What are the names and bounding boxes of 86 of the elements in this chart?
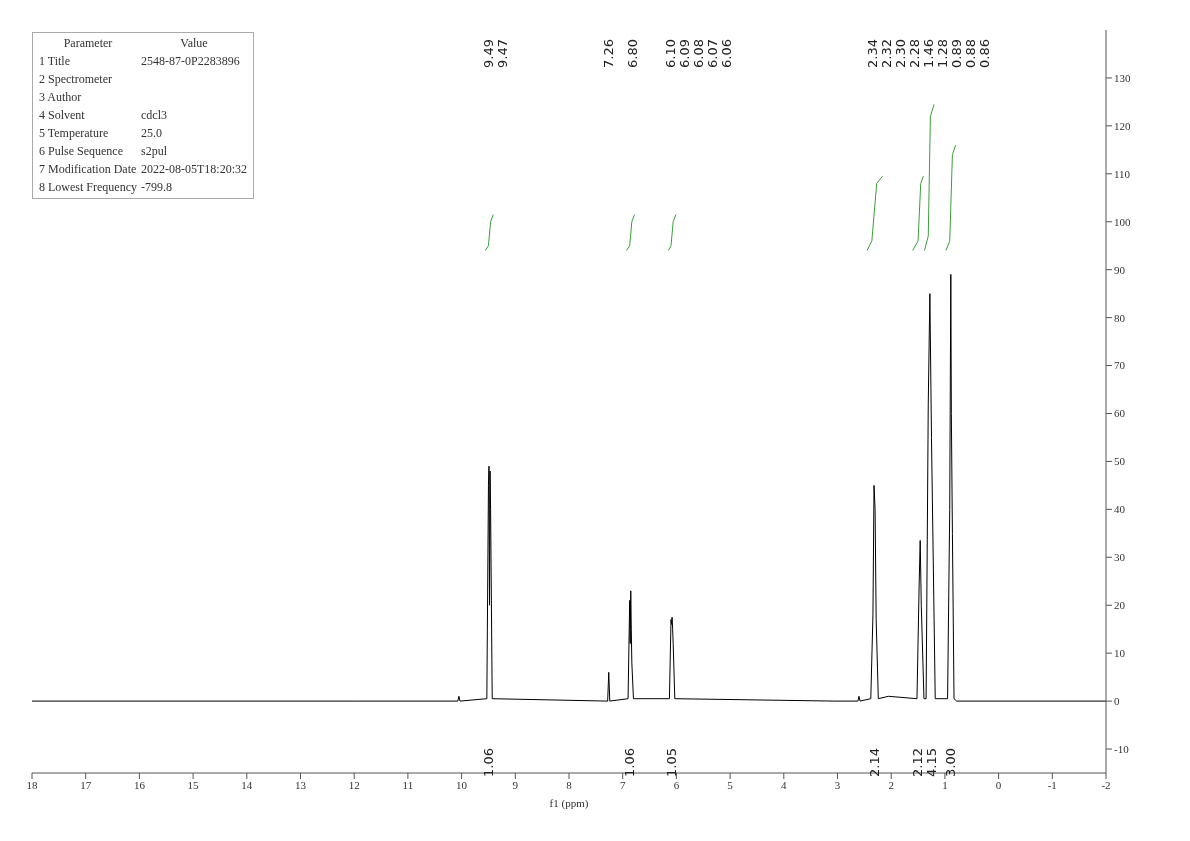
annotation: 4.15 xyxy=(924,748,940,778)
annotation: 9.49 xyxy=(480,39,496,68)
x-tick-label: 4 xyxy=(781,778,788,791)
y-tick-label: 100 xyxy=(1114,215,1131,228)
x-tick-label: 5 xyxy=(727,778,734,791)
x-tick-label: 9 xyxy=(512,778,519,791)
annotation: 4 Solvent xyxy=(39,108,86,123)
annotation: 1.46 xyxy=(920,39,936,68)
annotation: 0.89 xyxy=(948,39,964,68)
annotation: 9.47 xyxy=(494,39,510,68)
annotation: 0.86 xyxy=(976,39,992,68)
annotation: 7.26 xyxy=(600,39,616,68)
annotation: 2.28 xyxy=(906,39,922,68)
annotation: 1.06 xyxy=(481,748,497,778)
x-tick-label: 6 xyxy=(673,778,680,791)
annotation: -799.8 xyxy=(140,180,173,195)
x-tick-label: 11 xyxy=(402,778,414,791)
line-series xyxy=(32,273,1106,702)
annotation: 2.32 xyxy=(878,39,894,68)
annotation: s2pul xyxy=(140,144,168,159)
annotation: 6.08 xyxy=(691,39,707,68)
line-series xyxy=(484,214,494,251)
line-series xyxy=(923,103,935,251)
y-tick-label: 10 xyxy=(1114,647,1126,660)
annotation: 25.0 xyxy=(140,126,163,141)
x-tick-label: -1 xyxy=(1047,778,1057,791)
x-tick-label: 16 xyxy=(133,778,146,791)
x-tick-label: 12 xyxy=(348,778,360,791)
x-tick-label: 1 xyxy=(942,778,948,791)
annotation: 2 Spectrometer xyxy=(39,72,113,87)
annotation: 5 Temperature xyxy=(39,126,110,141)
annotation: 2.12 xyxy=(910,748,926,778)
y-tick-label: 60 xyxy=(1114,407,1126,420)
annotation: 1.06 xyxy=(622,748,638,778)
annotation: 2022-08-05T18:20:32 xyxy=(140,162,247,177)
y-tick-label: 120 xyxy=(1114,119,1131,132)
line-series xyxy=(625,214,636,251)
x-tick-label: 3 xyxy=(834,778,841,791)
annotation: 8 Lowest Frequency xyxy=(39,180,137,195)
annotation: 1.28 xyxy=(934,39,950,68)
annotation: 7 Modification Date xyxy=(39,162,137,177)
y-tick-label: 80 xyxy=(1114,311,1126,324)
y-tick-label: 130 xyxy=(1114,71,1131,84)
x-axis-title: f1 (ppm) xyxy=(549,797,589,810)
y-tick-label: 0 xyxy=(1114,695,1120,707)
annotation: Parameter xyxy=(62,36,114,51)
annotation: Value xyxy=(179,36,209,51)
annotation: 2548-87-0P2283896 xyxy=(140,54,241,69)
annotation: 2.34 xyxy=(864,39,880,68)
x-tick-label: 7 xyxy=(619,778,626,791)
x-tick-label: 14 xyxy=(241,778,253,791)
annotation: 3.00 xyxy=(942,748,958,778)
x-tick-label: 8 xyxy=(566,778,573,791)
x-tick-label: 15 xyxy=(187,778,200,791)
y-tick-label: 110 xyxy=(1114,167,1131,180)
annotation: 0.88 xyxy=(962,39,978,68)
y-tick-label: 20 xyxy=(1114,599,1126,612)
x-tick-label: -2 xyxy=(1101,778,1111,791)
annotation: cdcl3 xyxy=(140,108,168,123)
annotation: 1 Title xyxy=(39,54,72,69)
y-tick-label: 50 xyxy=(1114,455,1126,468)
line-series xyxy=(912,175,924,251)
annotation: 6.09 xyxy=(677,39,693,68)
annotation: 1.05 xyxy=(664,748,680,778)
y-tick-label: 90 xyxy=(1114,263,1126,276)
annotation: 2.30 xyxy=(892,39,908,68)
y-tick-label: 30 xyxy=(1114,551,1126,564)
x-tick-label: 0 xyxy=(995,778,1002,791)
y-tick-label: 40 xyxy=(1114,503,1126,516)
annotation: 2.14 xyxy=(866,748,882,778)
x-tick-label: 17 xyxy=(80,778,92,791)
x-tick-label: 10 xyxy=(456,778,468,791)
line-series xyxy=(945,144,957,251)
line-series xyxy=(667,214,677,251)
line-series xyxy=(866,175,884,251)
y-tick-label: 70 xyxy=(1114,359,1126,372)
x-tick-label: 2 xyxy=(888,778,894,791)
annotation: 6.06 xyxy=(719,39,735,68)
y-tick-label: -10 xyxy=(1114,742,1130,755)
annotation: 6.10 xyxy=(663,39,679,68)
annotation: 6.80 xyxy=(625,39,641,68)
x-tick-label: 13 xyxy=(295,778,307,791)
annotation: 3 Author xyxy=(39,90,83,105)
x-tick-label: 18 xyxy=(26,778,38,791)
annotation: 6.07 xyxy=(705,39,721,68)
annotation: 6 Pulse Sequence xyxy=(39,144,124,159)
